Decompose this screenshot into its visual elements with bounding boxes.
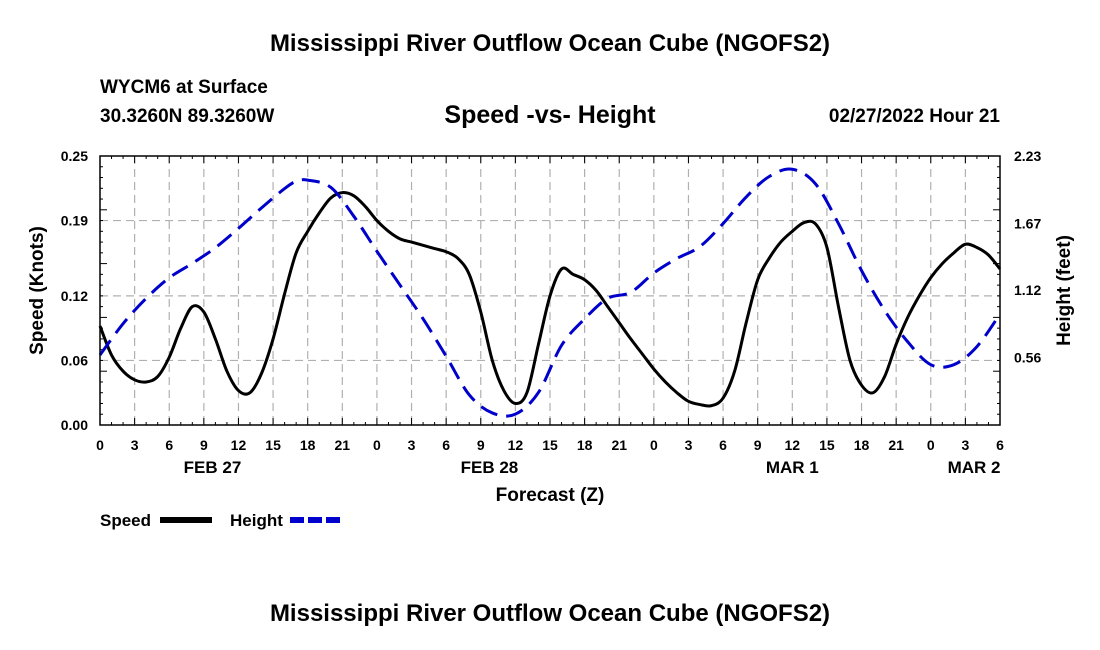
x-tick-label: 3 [961,437,969,453]
plot-frame [99,155,1001,426]
x-tick-label: 9 [477,437,485,453]
x-tick-label: 15 [819,437,835,453]
x-tick-label: 0 [373,437,381,453]
y-tick-label: 0.06 [61,352,88,368]
y-axis-title: Speed (Knots) [27,226,48,355]
y2-tick-label: 2.23 [1014,148,1041,164]
legend-label-height: Height [230,511,283,530]
x-tick-label: 18 [577,437,593,453]
x-tick-label: 3 [408,437,416,453]
x-tick-label: 6 [165,437,173,453]
chart-subtitle: Speed -vs- Height [444,101,656,129]
x-tick-label: 21 [335,437,351,453]
x-tick-label: 21 [888,437,904,453]
station-label: WYCM6 at Surface [100,77,268,98]
x-tick-label: 3 [131,437,139,453]
y2-tick-label: 1.67 [1014,216,1041,232]
y-tick-label: 0.19 [61,213,88,229]
repeated-main-title: Mississippi River Outflow Ocean Cube (NG… [269,600,831,627]
x-tick-label: 15 [542,437,558,453]
series-line-height [98,167,1002,418]
chart-main-title: Mississippi River Outflow Ocean Cube (NG… [269,30,831,57]
x-tick-label: 0 [927,437,935,453]
x-date-label: FEB 27 [184,458,242,477]
x-tick-label: 18 [854,437,870,453]
x-tick-label: 0 [650,437,658,453]
x-date-label: FEB 28 [461,458,519,477]
x-tick-label: 12 [508,437,524,453]
x-tick-label: 6 [996,437,1004,453]
x-date-label: MAR 1 [766,458,819,477]
forecast-datetime: 02/27/2022 Hour 21 [828,106,1000,127]
y2-tick-label: 0.56 [1014,349,1041,365]
x-tick-label: 9 [200,437,208,453]
y2-tick-label: 1.12 [1014,282,1041,298]
station-coordinates: 30.3260N 89.3260W [100,106,275,127]
x-tick-label: 12 [785,437,801,453]
y2-axis-title: Height (feet) [1054,235,1075,346]
x-tick-label: 21 [611,437,627,453]
y-tick-label: 0.00 [61,417,88,433]
x-tick-label: 12 [231,437,247,453]
x-tick-label: 15 [265,437,281,453]
x-tick-label: 6 [442,437,450,453]
x-tick-label: 6 [719,437,727,453]
y-tick-label: 0.12 [61,288,88,304]
legend-label-speed: Speed [100,511,151,530]
x-axis-title: Forecast (Z) [496,485,605,506]
x-tick-label: 9 [754,437,762,453]
x-tick-label: 0 [96,437,104,453]
x-date-label: MAR 2 [948,458,1001,477]
x-tick-label: 18 [300,437,316,453]
y-tick-label: 0.25 [61,148,88,164]
x-tick-label: 3 [685,437,693,453]
series-line-speed [98,191,1002,408]
